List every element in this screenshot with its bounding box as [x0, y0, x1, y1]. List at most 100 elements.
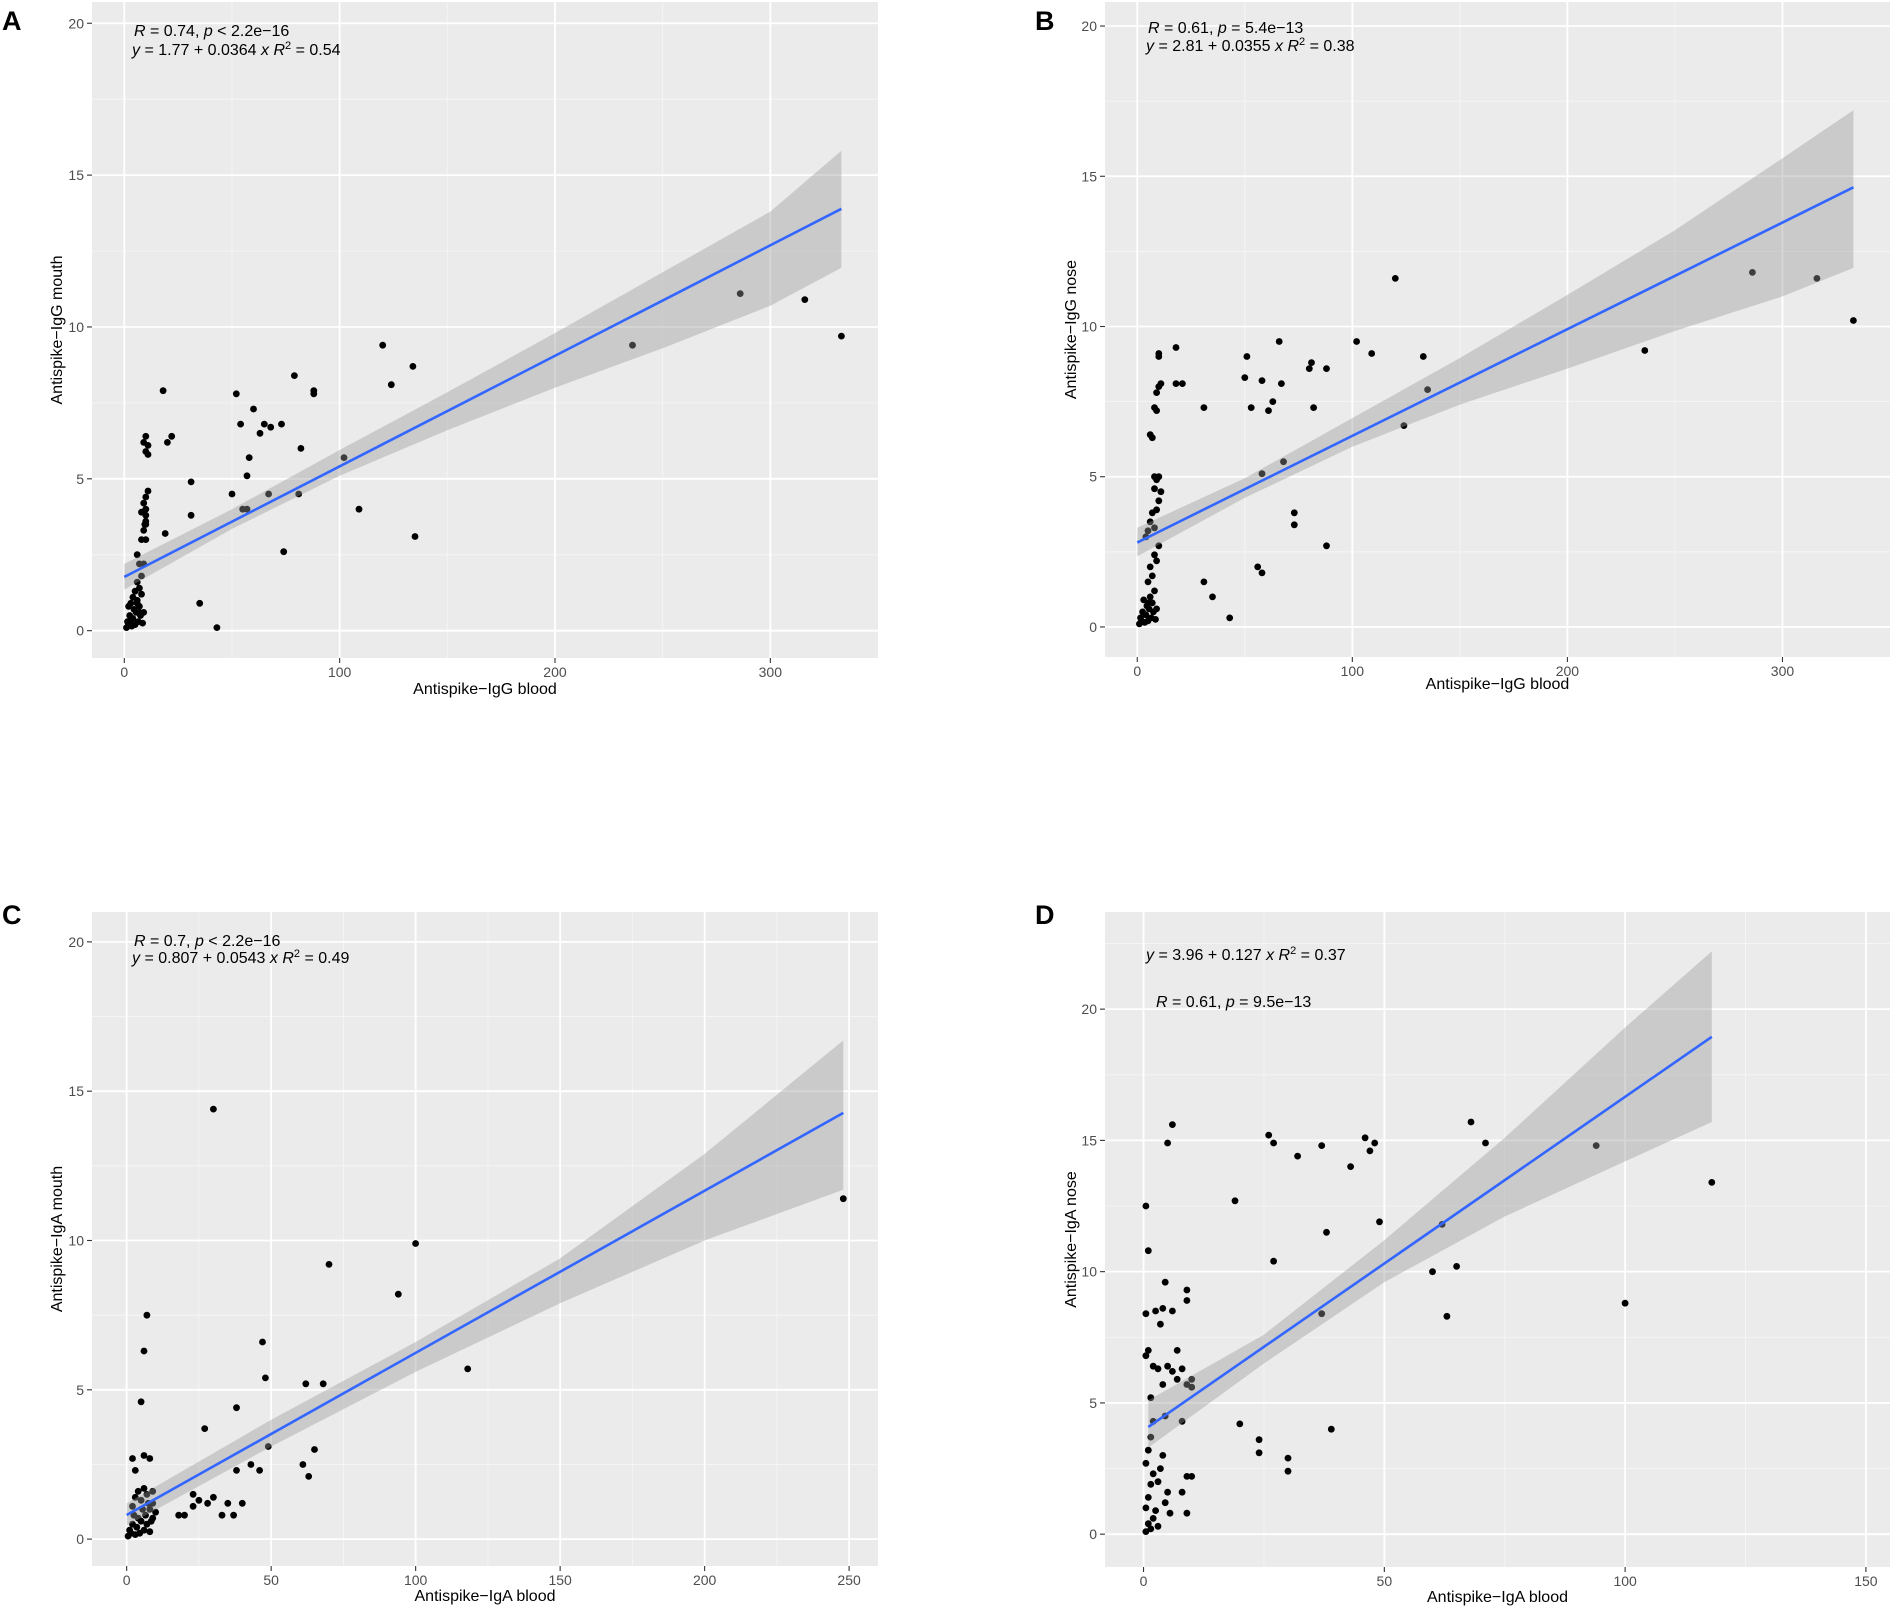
panel-d: 0 50 100 150 0 5 10 15 20 Antispike−IgA blood Anti…	[1035, 900, 1890, 1606]
data-point	[1142, 1352, 1150, 1360]
data-point	[409, 363, 417, 370]
data-point	[736, 290, 744, 297]
data-point	[267, 423, 275, 431]
data-point	[1183, 1297, 1191, 1304]
regression-line	[123, 207, 842, 579]
data-point	[1294, 1152, 1301, 1160]
data-point	[133, 599, 141, 607]
data-point	[245, 454, 253, 461]
plot-background	[92, 912, 878, 1566]
data-point	[1155, 542, 1163, 550]
data-point	[305, 1473, 313, 1480]
data-point	[278, 420, 285, 428]
data-point	[161, 530, 169, 537]
data-point	[1247, 404, 1255, 411]
x-tick-label: 200	[693, 1572, 717, 1588]
data-point	[1361, 1134, 1369, 1142]
data-point	[1149, 1515, 1157, 1522]
data-point	[1155, 497, 1163, 505]
y-tick-label: 15	[68, 1083, 84, 1099]
data-point	[1188, 1375, 1196, 1383]
data-point	[1157, 1320, 1164, 1328]
data-point	[1305, 365, 1313, 372]
x-axis-title: Antispike−IgA blood	[415, 1588, 556, 1605]
y-tick-label: 5	[1089, 469, 1097, 485]
y-tick-label: 15	[1081, 168, 1097, 184]
data-point	[210, 1493, 217, 1501]
data-point	[1155, 350, 1163, 357]
data-point	[1323, 542, 1330, 550]
data-point	[164, 439, 171, 446]
data-point	[1290, 521, 1298, 529]
data-point	[142, 536, 150, 543]
data-point	[412, 1240, 419, 1247]
data-point	[140, 1485, 148, 1492]
data-point	[1621, 1299, 1629, 1307]
data-point	[146, 1528, 154, 1536]
correlation-annotation: R = 0.74, p < 2.2e−16	[134, 23, 289, 40]
data-point	[187, 511, 195, 519]
data-point	[1209, 593, 1216, 601]
correlation-annotation: R = 0.61, p = 9.5e−13	[1156, 994, 1311, 1011]
data-point	[256, 429, 264, 437]
panel-label: A	[2, 6, 22, 36]
data-point	[1443, 1312, 1451, 1320]
data-point	[1169, 1368, 1176, 1375]
data-point	[1183, 1473, 1191, 1480]
data-point	[1453, 1263, 1460, 1270]
y-axis-title: Antispike−IgG mouth	[49, 256, 66, 405]
data-point	[1323, 365, 1330, 372]
data-point	[1153, 407, 1160, 414]
data-point	[259, 1338, 266, 1346]
data-point	[299, 1461, 307, 1468]
data-point	[137, 1496, 145, 1504]
data-point	[1166, 1509, 1174, 1517]
plot-background	[1105, 2, 1890, 657]
x-axis-title: Antispike−IgA blood	[1427, 1589, 1568, 1606]
data-point	[181, 1511, 188, 1519]
data-point	[1243, 353, 1251, 360]
x-axis-title: Antispike−IgG blood	[1426, 676, 1570, 693]
y-tick-label: 10	[68, 319, 84, 335]
data-point	[1159, 1381, 1167, 1388]
panel-b: 0 100 200 300 0 5 10 15 20 Antispike−IgG blood Ant…	[1035, 2, 1890, 693]
data-point	[1188, 1473, 1196, 1480]
data-point	[218, 1511, 226, 1519]
data-point	[1429, 1268, 1436, 1276]
data-point	[411, 533, 419, 540]
data-point	[1200, 578, 1208, 586]
data-point	[142, 521, 150, 528]
data-point	[140, 499, 148, 507]
data-point	[136, 560, 143, 568]
regression-equation: y = 1.77 + 0.0364 x R2 = 0.54	[131, 40, 341, 59]
data-point	[247, 1461, 255, 1468]
x-tick-label: 300	[1771, 663, 1795, 679]
data-point	[210, 1105, 217, 1113]
data-point	[1280, 458, 1287, 466]
data-point	[1154, 1365, 1162, 1373]
data-point	[801, 296, 809, 303]
data-point	[295, 490, 303, 498]
y-tick-label: 0	[1089, 1526, 1097, 1542]
data-point	[262, 1374, 269, 1382]
data-point	[189, 1502, 197, 1510]
y-tick-label: 15	[68, 167, 84, 183]
data-point	[1144, 1247, 1152, 1255]
data-point	[1161, 1499, 1169, 1507]
data-point	[310, 387, 318, 395]
data-point	[243, 472, 251, 480]
data-point	[1188, 1383, 1196, 1391]
data-point	[1153, 389, 1160, 396]
data-point	[1151, 485, 1158, 493]
data-point	[1200, 404, 1208, 411]
data-point	[1391, 275, 1399, 282]
data-point	[237, 420, 245, 428]
data-point	[1226, 614, 1234, 622]
data-point	[1353, 338, 1360, 345]
data-point	[265, 490, 272, 498]
confidence-band	[1148, 951, 1712, 1448]
data-point	[187, 478, 195, 486]
data-point	[1144, 578, 1152, 586]
data-point	[1368, 350, 1376, 357]
